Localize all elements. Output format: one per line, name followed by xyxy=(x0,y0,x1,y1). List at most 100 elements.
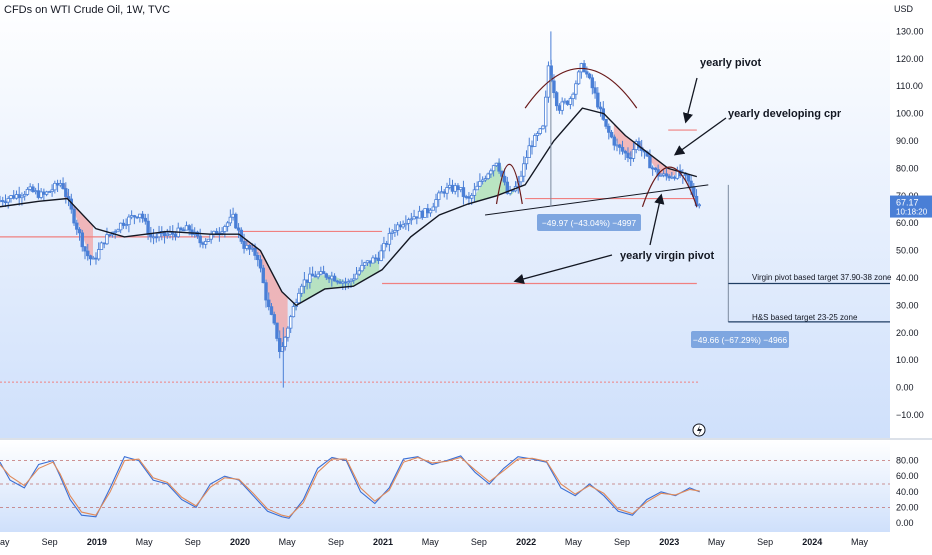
candle-body xyxy=(502,175,507,183)
candle-body xyxy=(140,213,145,219)
candle-body xyxy=(234,213,238,229)
candle-body xyxy=(544,96,548,127)
candle-body xyxy=(20,195,24,199)
candle-body xyxy=(464,196,468,198)
candle-body xyxy=(99,242,104,250)
candle-body xyxy=(9,195,13,199)
candle-body xyxy=(467,196,471,199)
candle-body xyxy=(472,189,477,196)
candle-body xyxy=(12,195,16,199)
candle-body xyxy=(697,204,701,207)
candle-body xyxy=(206,238,211,242)
y-tick-label: 20.00 xyxy=(896,328,919,338)
x-tick-label: May xyxy=(279,537,297,547)
candle-body xyxy=(587,73,592,79)
x-tick-label: 2022 xyxy=(516,537,536,547)
candle-body xyxy=(379,250,383,261)
candle-body xyxy=(42,191,46,195)
candle-body xyxy=(269,306,274,315)
candle-body xyxy=(486,173,490,179)
candle-body xyxy=(519,175,523,183)
candle-body xyxy=(445,187,449,194)
lightning-icon-glyph xyxy=(697,425,702,436)
candle-body xyxy=(88,255,93,260)
arrow-virgin-pivot-left xyxy=(513,254,613,284)
candle-body xyxy=(574,83,578,95)
annotations: yearly pivot yearly developing cpr yearly … xyxy=(484,57,892,437)
y-tick-label: −10.00 xyxy=(896,410,924,420)
measure-label-2: −49.66 (−67.29%) −4966 xyxy=(693,335,788,345)
candle-body xyxy=(124,224,128,227)
x-tick-label: Sep xyxy=(471,537,487,547)
candle-body xyxy=(3,201,8,204)
candle-body xyxy=(469,194,474,199)
candle-body xyxy=(335,280,339,283)
candle-body xyxy=(661,173,666,176)
candle-body xyxy=(330,275,334,280)
candle-body xyxy=(527,145,531,158)
candle-body xyxy=(173,233,178,238)
candle-body xyxy=(75,222,79,230)
candle-body xyxy=(387,233,392,245)
candle-body xyxy=(220,231,224,234)
candle-body xyxy=(310,273,315,277)
candle-body xyxy=(313,275,318,278)
candle-body xyxy=(22,194,27,197)
candle-body xyxy=(55,182,60,186)
stoch-pane-bg xyxy=(0,440,890,532)
candle-body xyxy=(480,179,485,182)
candle-body xyxy=(179,227,183,231)
candle-body xyxy=(686,174,691,182)
candle-body xyxy=(302,279,307,287)
candle-body xyxy=(149,234,153,238)
candle-body xyxy=(349,279,353,282)
candle-body xyxy=(17,194,21,199)
candle-body xyxy=(439,191,444,194)
measure-label-box-1 xyxy=(537,214,641,231)
arrow-yearly-pivot xyxy=(682,77,698,124)
candle-body xyxy=(629,157,633,160)
candle-body xyxy=(105,234,109,245)
candle-body xyxy=(31,186,35,192)
candle-body xyxy=(417,210,422,219)
candle-body xyxy=(171,231,175,235)
candle-body xyxy=(423,208,427,218)
candle-body xyxy=(420,210,425,218)
candle-body xyxy=(151,236,156,239)
candle-body xyxy=(253,247,257,256)
candle-body xyxy=(209,233,213,240)
candle-body xyxy=(489,170,493,175)
candle-body xyxy=(615,144,619,147)
x-tick-label: 2023 xyxy=(659,537,679,547)
label-yearly-pivot: yearly pivot xyxy=(700,57,761,69)
candle-body xyxy=(36,190,41,198)
candle-body xyxy=(593,87,597,94)
candle-body xyxy=(565,100,570,105)
candle-body xyxy=(352,278,356,281)
candle-body xyxy=(412,216,416,220)
candle-body xyxy=(86,250,90,257)
price-tag-value: 67.17 xyxy=(896,198,919,208)
candle-body xyxy=(442,191,446,194)
candle-body xyxy=(321,271,326,275)
y-axis-unit: USD xyxy=(894,4,914,14)
candle-body xyxy=(61,183,65,189)
candle-body xyxy=(434,199,438,208)
label-hs-target: H&S based target 23-25 zone xyxy=(752,313,858,322)
axes: USD130.00120.00110.00100.0090.0080.0070.… xyxy=(0,4,932,547)
candle-body xyxy=(278,338,282,352)
candle-body xyxy=(39,191,43,198)
candle-body xyxy=(404,222,408,226)
candle-body xyxy=(576,71,581,85)
candle-body xyxy=(102,242,106,245)
candle-body xyxy=(187,225,191,231)
candle-body xyxy=(535,133,540,136)
stoch-d-line xyxy=(0,456,700,518)
candle-body xyxy=(596,92,600,108)
candle-body xyxy=(450,184,455,192)
candle-body xyxy=(203,241,208,245)
candle-body xyxy=(552,80,556,94)
candle-body xyxy=(604,118,608,127)
x-tick-label: Sep xyxy=(185,537,201,547)
